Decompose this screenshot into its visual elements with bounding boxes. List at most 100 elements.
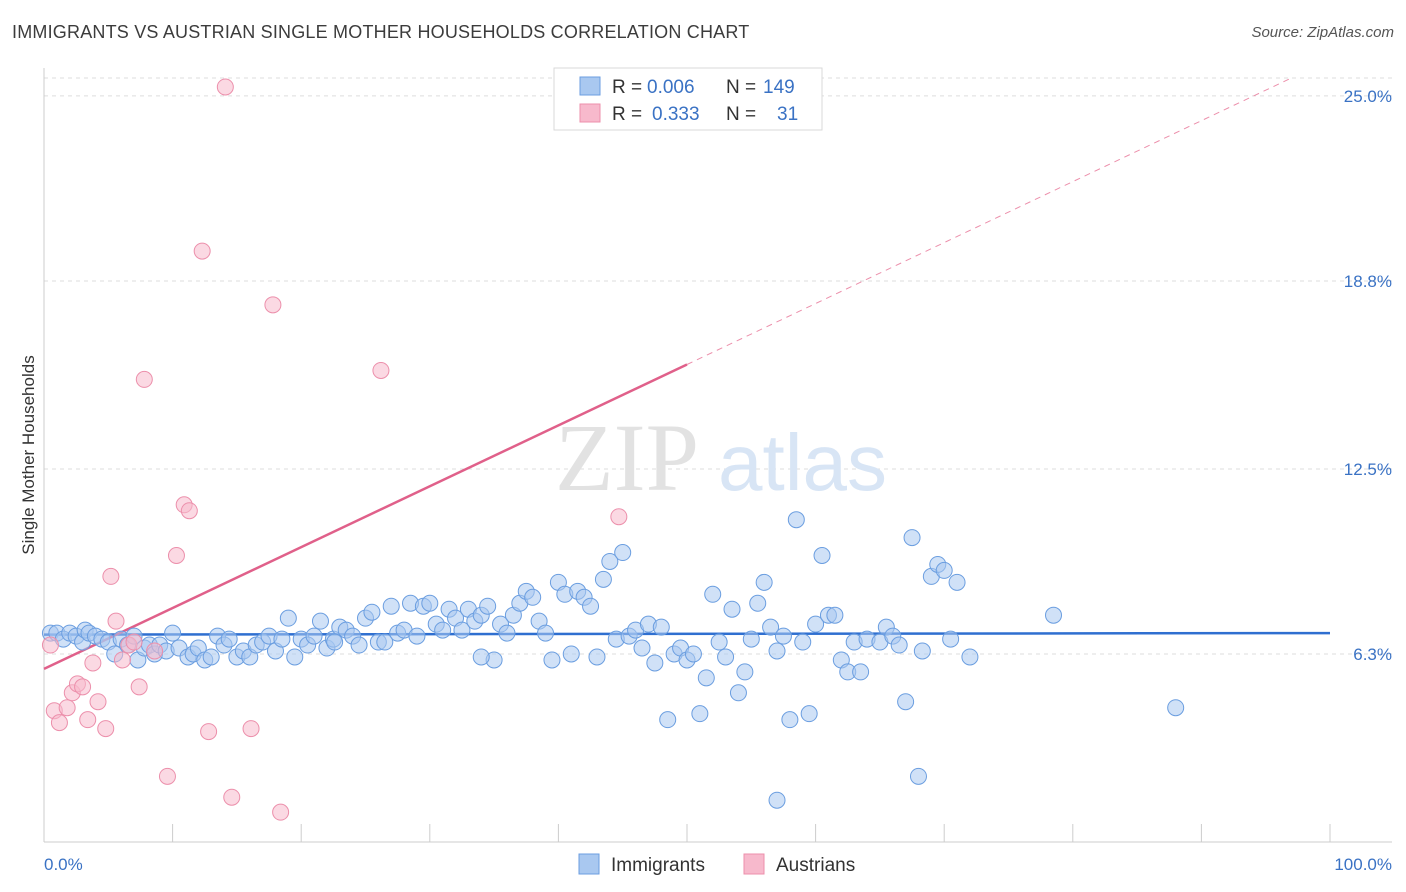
immigrants-point <box>794 633 812 651</box>
immigrants-point <box>1045 606 1063 624</box>
immigrants-point <box>781 711 799 729</box>
immigrants-point <box>614 544 632 562</box>
immigrants-point <box>852 663 870 681</box>
legend-swatch-immigrants <box>579 76 601 96</box>
immigrants-point <box>633 639 651 657</box>
grid-lines <box>44 77 1392 655</box>
axes <box>43 68 1392 843</box>
immigrants-point <box>363 603 381 621</box>
immigrants-point <box>1167 699 1185 717</box>
austrians-point <box>158 767 176 785</box>
austrians-point <box>200 723 218 741</box>
x-tick-label-max: 100.0% <box>1334 855 1392 874</box>
immigrants-point <box>762 618 780 636</box>
x-tick-label-min: 0.0% <box>44 855 83 874</box>
immigrants-points <box>41 511 1185 809</box>
immigrants-point <box>326 633 344 651</box>
trend-lines <box>43 77 1331 671</box>
immigrants-point <box>659 711 677 729</box>
austrians-point <box>135 370 153 388</box>
y-tick-label: 18.8% <box>1344 272 1392 291</box>
austrians-point <box>89 693 107 711</box>
immigrants-point <box>601 552 619 570</box>
legend-bottom: Immigrants Austrians <box>578 853 855 876</box>
austrians-point <box>242 720 260 738</box>
immigrants-point <box>755 573 773 591</box>
immigrants-point <box>710 633 728 651</box>
austrians-point <box>41 636 59 654</box>
legend-swatch-austrians <box>579 103 601 123</box>
immigrants-point <box>768 791 786 809</box>
austrians-point <box>107 612 125 630</box>
immigrants-point <box>434 621 452 639</box>
immigrants-point <box>453 621 471 639</box>
bottom-swatch-immigrants <box>578 853 600 875</box>
immigrants-point <box>813 547 831 564</box>
immigrants-point <box>697 669 715 687</box>
immigrants-point <box>717 648 735 666</box>
immigrants-point <box>723 600 741 618</box>
austrians-point <box>97 720 115 738</box>
immigrants-point <box>935 561 953 579</box>
immigrants-point <box>408 627 426 645</box>
immigrants-point <box>376 633 394 651</box>
austrians-point <box>125 633 143 651</box>
legend-n-label-1: N = <box>726 77 756 98</box>
immigrants-point <box>588 648 606 666</box>
immigrants-point <box>961 648 979 666</box>
immigrants-point <box>479 597 497 615</box>
immigrants-point <box>800 705 818 723</box>
austrians-point <box>216 78 234 96</box>
austrians-points <box>41 78 628 821</box>
legend-n-value-1: 149 <box>763 77 795 98</box>
y-tick-label: 25.0% <box>1344 87 1392 106</box>
austrians-point <box>223 788 241 806</box>
immigrants-point <box>774 627 792 645</box>
immigrants-point <box>524 588 542 606</box>
immigrants-point <box>897 693 915 711</box>
immigrants-point <box>913 642 931 660</box>
immigrants-point <box>890 636 908 654</box>
immigrants-trend-line <box>43 631 1331 636</box>
immigrants-point <box>749 594 767 612</box>
immigrants-point <box>594 570 612 588</box>
immigrants-point <box>582 597 600 615</box>
immigrants-point <box>382 597 400 615</box>
immigrants-point <box>704 585 722 603</box>
immigrants-point <box>903 529 921 547</box>
immigrants-point <box>220 630 238 648</box>
immigrants-point <box>909 767 927 785</box>
bottom-legend-immigrants: Immigrants <box>611 855 705 876</box>
immigrants-point <box>691 705 709 723</box>
immigrants-point <box>942 630 960 648</box>
immigrants-point <box>164 624 182 642</box>
immigrants-point <box>311 612 329 630</box>
immigrants-point <box>537 624 555 642</box>
y-tick-label: 12.5% <box>1344 460 1392 479</box>
tick-labels: 6.3% 12.5% 18.8% 25.0% 0.0% 100.0% <box>44 87 1392 874</box>
immigrants-point <box>562 645 580 663</box>
y-axis-label: Single Mother Households <box>19 355 38 554</box>
chart-source: Source: ZipAtlas.com <box>1251 24 1394 41</box>
legend-n-label-2: N = <box>726 104 756 125</box>
austrians-point <box>167 547 185 564</box>
austrians-point <box>74 678 92 696</box>
legend-r-value-2: 0.333 <box>652 104 700 125</box>
austrians-point <box>272 803 290 821</box>
legend-n-value-2: 31 <box>777 104 798 125</box>
immigrants-point <box>729 684 747 702</box>
immigrants-point <box>948 573 966 591</box>
immigrants-point <box>736 663 754 681</box>
immigrants-point <box>543 651 561 669</box>
immigrants-point <box>279 609 297 627</box>
immigrants-point <box>498 624 516 642</box>
bottom-swatch-austrians <box>743 853 765 875</box>
immigrants-point <box>472 648 490 666</box>
immigrants-point <box>286 648 304 666</box>
legend-r-label-2: R = <box>612 104 642 125</box>
immigrants-point <box>652 618 670 636</box>
immigrants-point <box>826 606 844 624</box>
y-tick-label: 6.3% <box>1353 645 1392 664</box>
austrians-point <box>58 699 76 717</box>
austrians-point <box>113 651 131 669</box>
